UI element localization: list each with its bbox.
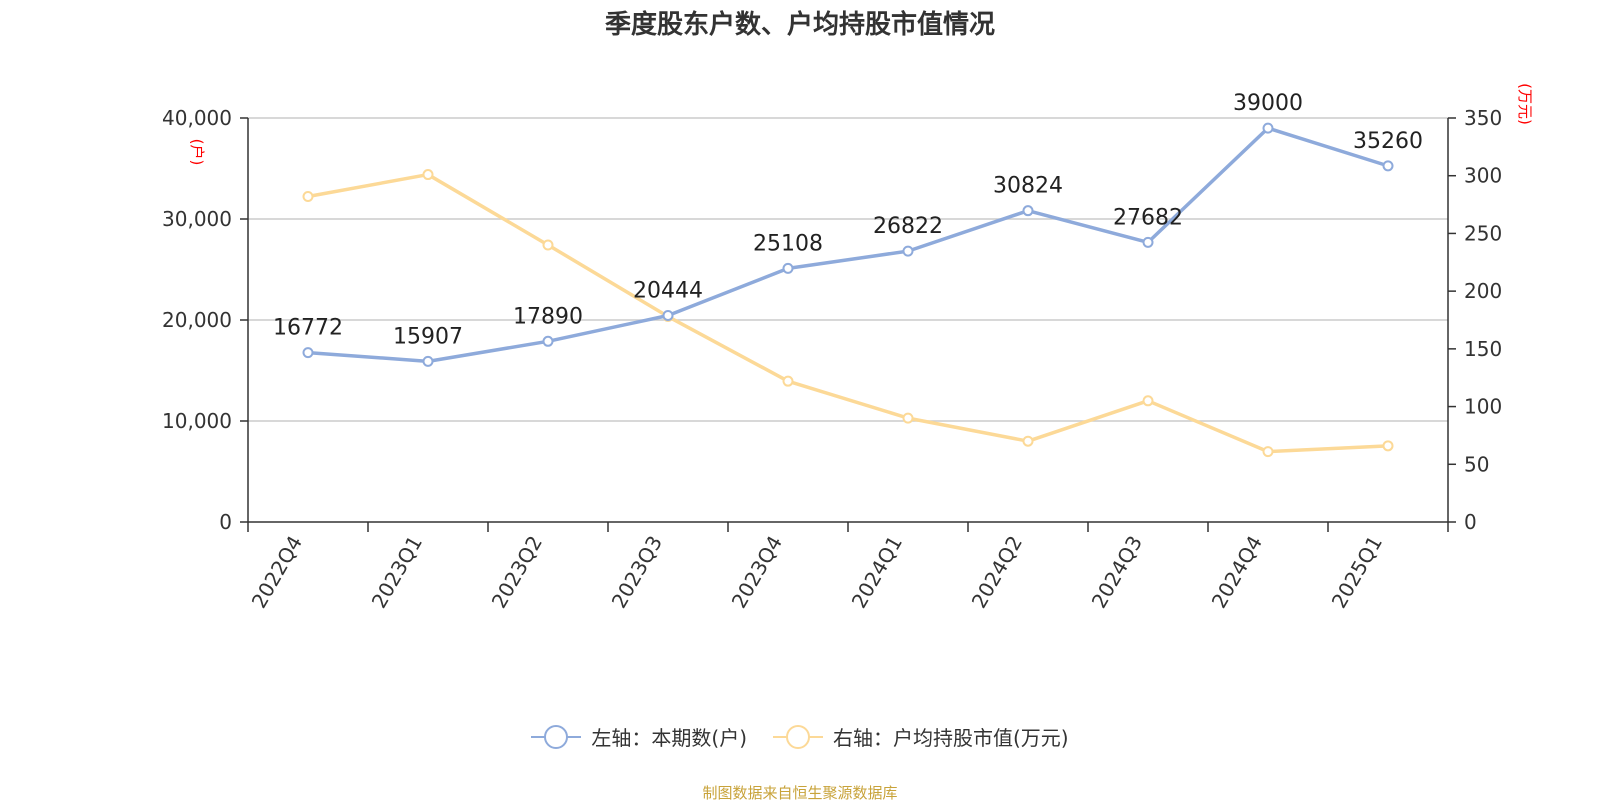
data-point-left [1382, 160, 1394, 172]
x-axis-tick-label: 2024Q3 [1087, 532, 1147, 613]
data-label: 35260 [1353, 129, 1423, 154]
left-axis-tick-label: 40,000 [162, 106, 232, 130]
data-point-right [782, 375, 794, 387]
data-label: 17890 [513, 304, 583, 329]
data-point-right [1022, 435, 1034, 447]
left-axis-tick-label: 0 [219, 510, 232, 534]
data-point-right [542, 239, 554, 251]
data-point-left [1262, 122, 1274, 134]
data-label: 27682 [1113, 205, 1183, 230]
data-point-right [422, 169, 434, 181]
series-line-right [307, 172, 1389, 454]
legend-item-right-series[interactable]: 右轴：户均持股市值(万元) [773, 722, 1069, 751]
data-label: 16772 [273, 316, 343, 341]
left-axis-tick-label: 10,000 [162, 409, 232, 433]
x-axis-tick-label: 2022Q4 [247, 532, 307, 613]
data-point-left [1022, 205, 1034, 217]
left-axis-tick-label: 20,000 [162, 308, 232, 332]
x-axis-tick-label: 2025Q1 [1327, 532, 1387, 613]
data-point-right [302, 190, 314, 202]
x-axis-tick-label: 2024Q1 [847, 532, 907, 613]
x-axis-tick-label: 2023Q4 [727, 532, 787, 613]
right-axis-tick-label: 0 [1464, 510, 1477, 534]
data-label: 30824 [993, 174, 1063, 199]
data-point-left [1142, 236, 1154, 248]
legend-swatch-right [773, 724, 823, 749]
data-point-right [902, 412, 914, 424]
right-axis-tick-label: 50 [1464, 452, 1489, 476]
data-point-right [1382, 440, 1394, 452]
x-axis-tick-label: 2024Q2 [967, 532, 1027, 613]
right-axis-tick-label: 200 [1464, 279, 1502, 303]
data-point-right [1142, 395, 1154, 407]
data-label: 25108 [753, 231, 823, 256]
data-label: 39000 [1233, 91, 1303, 116]
x-axis-tick-label: 2023Q1 [367, 532, 427, 613]
series-line-left [307, 126, 1389, 364]
legend-label-left-series: 左轴：本期数(户) [591, 726, 747, 750]
right-axis-tick-label: 100 [1464, 395, 1502, 419]
data-point-left [662, 310, 674, 322]
data-point-left [902, 245, 914, 257]
legend-label-right-series: 右轴：户均持股市值(万元) [833, 726, 1069, 750]
data-point-right [1262, 446, 1274, 458]
right-axis-tick-label: 250 [1464, 221, 1502, 245]
data-point-left [782, 262, 794, 274]
left-axis-tick-label: 30,000 [162, 207, 232, 231]
x-axis-tick-label: 2024Q4 [1207, 532, 1267, 613]
data-label: 15907 [393, 324, 463, 349]
legend: 左轴：本期数(户) 右轴：户均持股市值(万元) [0, 722, 1600, 751]
right-axis-tick-label: 350 [1464, 106, 1502, 130]
right-axis-unit-label: (万元) [1516, 83, 1534, 125]
right-axis-tick-label: 300 [1464, 164, 1502, 188]
data-label: 20444 [633, 279, 703, 304]
data-point-left [302, 347, 314, 359]
legend-item-left-series[interactable]: 左轴：本期数(户) [531, 722, 747, 751]
source-note: 制图数据来自恒生聚源数据库 [702, 784, 898, 802]
left-axis-unit-label: (户) [188, 139, 206, 166]
data-point-left [542, 335, 554, 347]
x-axis-tick-label: 2023Q3 [607, 532, 667, 613]
right-axis-tick-label: 150 [1464, 337, 1502, 361]
legend-swatch-left [531, 724, 582, 749]
data-label: 26822 [873, 214, 943, 239]
chart-title: 季度股东户数、户均持股市值情况 [604, 10, 995, 40]
x-axis-tick-label: 2023Q2 [487, 532, 547, 613]
data-point-left [422, 355, 434, 367]
